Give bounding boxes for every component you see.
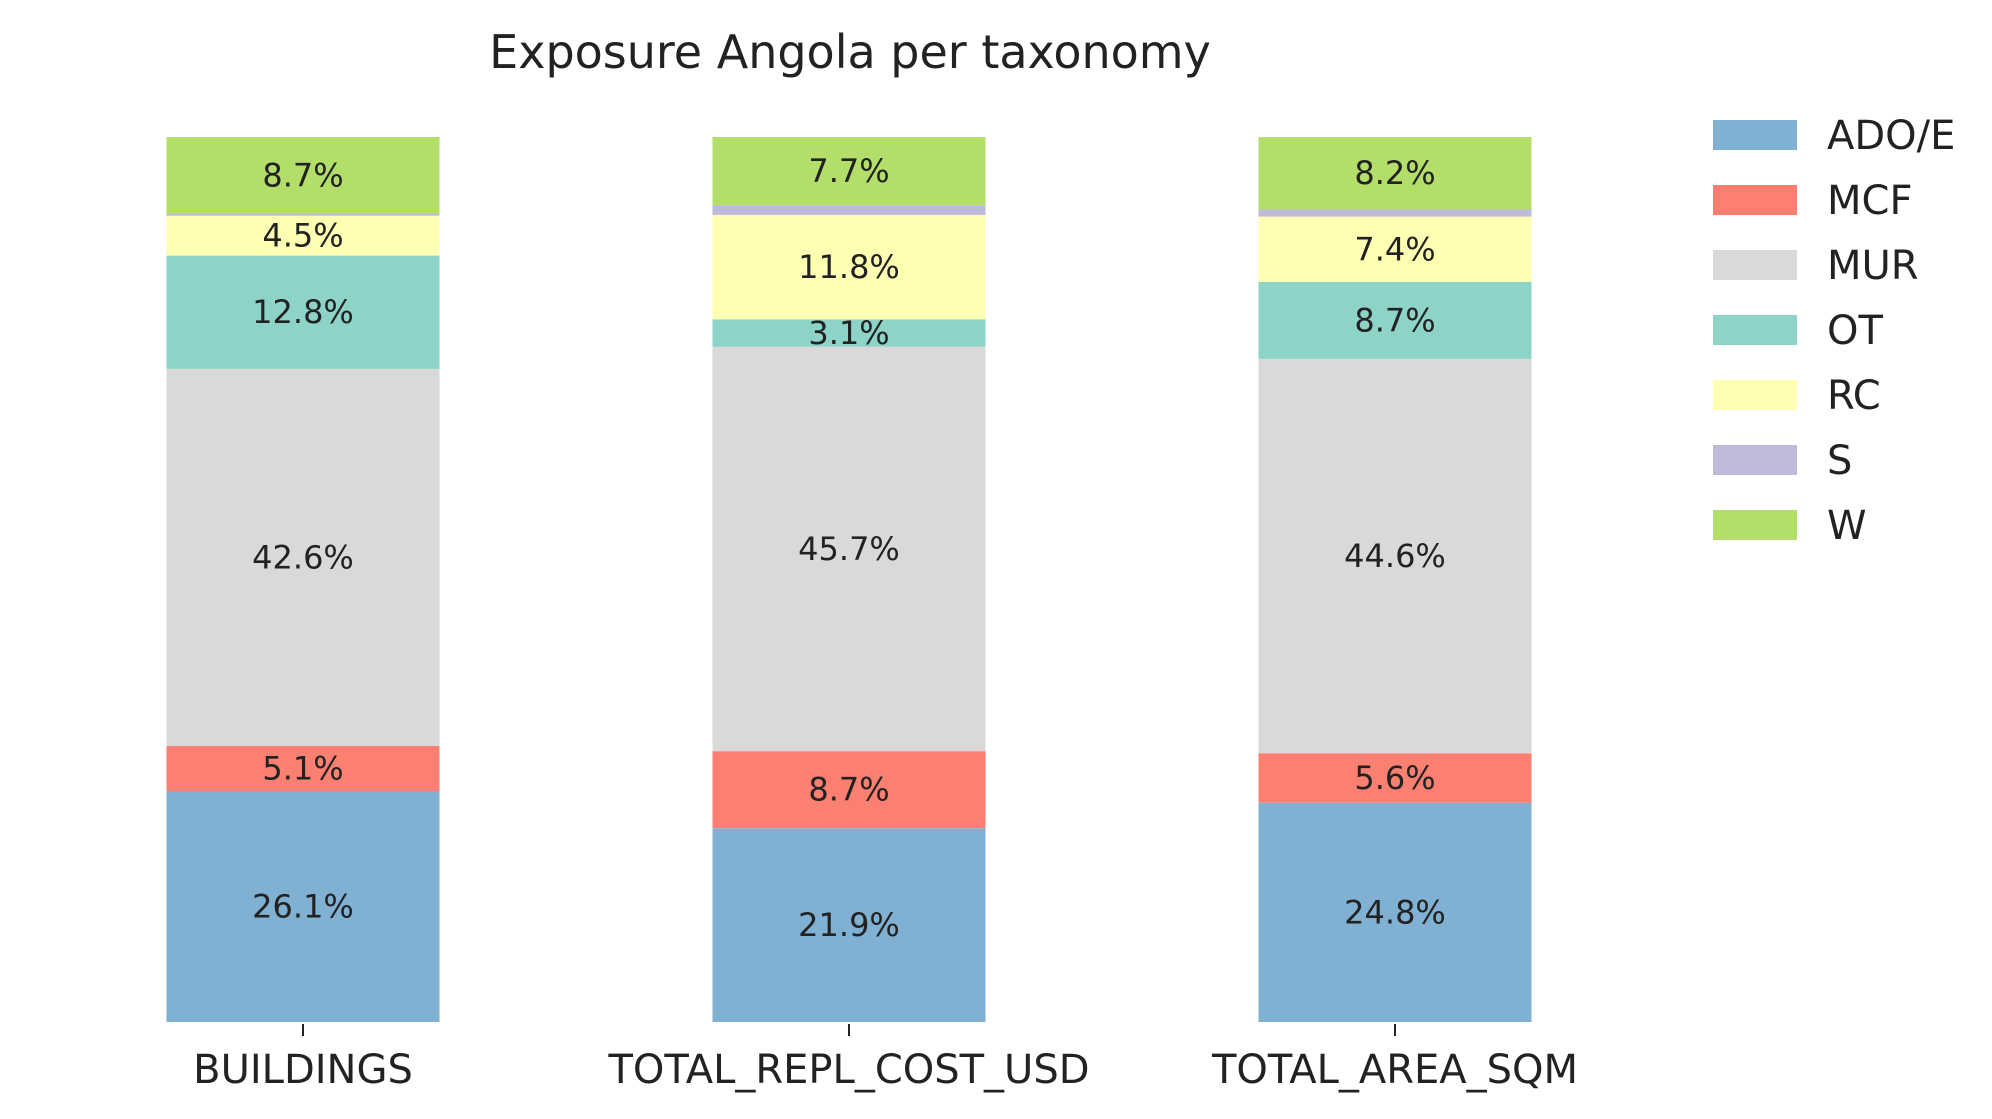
- data-label: 8.7%: [808, 771, 889, 809]
- bar-segment-ot-total-repl-cost-usd: [712, 319, 986, 347]
- data-label: 24.8%: [1344, 893, 1446, 931]
- data-label: 5.1%: [262, 749, 343, 787]
- bar-segment-ado-e-total-repl-cost-usd: [712, 828, 986, 1022]
- data-label: 45.7%: [798, 530, 900, 568]
- chart-title: Exposure Angola per taxonomy: [489, 25, 1211, 79]
- legend-swatch: [1713, 120, 1797, 150]
- x-axis: BUILDINGS TOTAL_REPL_COST_USD TOTAL_AREA_S…: [193, 1024, 1578, 1093]
- data-label: 44.6%: [1344, 537, 1446, 575]
- bar-segment-w-total-area-sqm: [1258, 137, 1532, 210]
- legend-label: OT: [1827, 308, 1883, 354]
- bar-segment-ado-e-total-area-sqm: [1258, 802, 1532, 1022]
- legend-label: W: [1827, 503, 1867, 549]
- data-label: 7.4%: [1354, 230, 1435, 268]
- data-label: 42.6%: [252, 538, 354, 576]
- data-label: 8.7%: [262, 156, 343, 194]
- bar-segment-w-total-repl-cost-usd: [712, 137, 986, 206]
- legend-label: MCF: [1827, 178, 1912, 224]
- data-label: 3.1%: [808, 314, 889, 352]
- data-label: 11.8%: [798, 248, 900, 286]
- bar-segment-mcf-total-area-sqm: [1258, 753, 1532, 803]
- bar-segment-ado-e-buildings: [166, 791, 440, 1022]
- legend-swatch: [1713, 445, 1797, 475]
- legend-label: MUR: [1827, 243, 1919, 289]
- bar-segment-s-buildings: [166, 213, 440, 216]
- data-label: 26.1%: [252, 888, 354, 926]
- bar-segment-mur-total-area-sqm: [1258, 358, 1532, 754]
- data-label: 8.2%: [1354, 154, 1435, 192]
- bar-segment-mcf-total-repl-cost-usd: [712, 751, 986, 829]
- bar-segment-mur-buildings: [166, 368, 440, 746]
- x-tick-label: BUILDINGS: [193, 1047, 413, 1093]
- bar-segment-rc-total-area-sqm: [1258, 216, 1532, 282]
- bar-segment-mur-total-repl-cost-usd: [712, 346, 986, 752]
- bar-segment-rc-total-repl-cost-usd: [712, 214, 986, 320]
- bar-segment-s-total-area-sqm: [1258, 209, 1532, 217]
- legend-label: ADO/E: [1827, 113, 1955, 159]
- legend-swatch: [1713, 185, 1797, 215]
- bar-segment-w-buildings: [166, 137, 440, 214]
- bar-segment-mcf-buildings: [166, 745, 440, 792]
- bar-segment-ot-total-area-sqm: [1258, 281, 1532, 359]
- legend: ADO/E MCF MUR OT RC SW: [1713, 113, 1955, 549]
- data-label: 4.5%: [262, 217, 343, 255]
- legend-label: RC: [1827, 373, 1881, 419]
- data-label: 21.9%: [798, 906, 900, 944]
- x-tick-label: TOTAL_AREA_SQM: [1211, 1047, 1578, 1093]
- legend-swatch: [1713, 315, 1797, 345]
- bars-group: 26.1% 5.1% 42.6% 12.8% 4.5% 8.7% 21.9% 8.7% 45.7…: [166, 137, 1532, 1022]
- legend-swatch: [1713, 380, 1797, 410]
- data-label: 7.7%: [808, 152, 889, 190]
- bar-segment-ot-buildings: [166, 255, 440, 369]
- legend-swatch: [1713, 510, 1797, 540]
- bar-segment-s-total-repl-cost-usd: [712, 205, 986, 215]
- legend-swatch: [1713, 250, 1797, 280]
- data-label: 12.8%: [252, 293, 354, 331]
- bar-segment-rc-buildings: [166, 215, 440, 256]
- data-label: 8.7%: [1354, 301, 1435, 339]
- x-tick-label: TOTAL_REPL_COST_USD: [607, 1047, 1089, 1093]
- legend-label: S: [1827, 438, 1852, 484]
- data-label: 5.6%: [1354, 759, 1435, 797]
